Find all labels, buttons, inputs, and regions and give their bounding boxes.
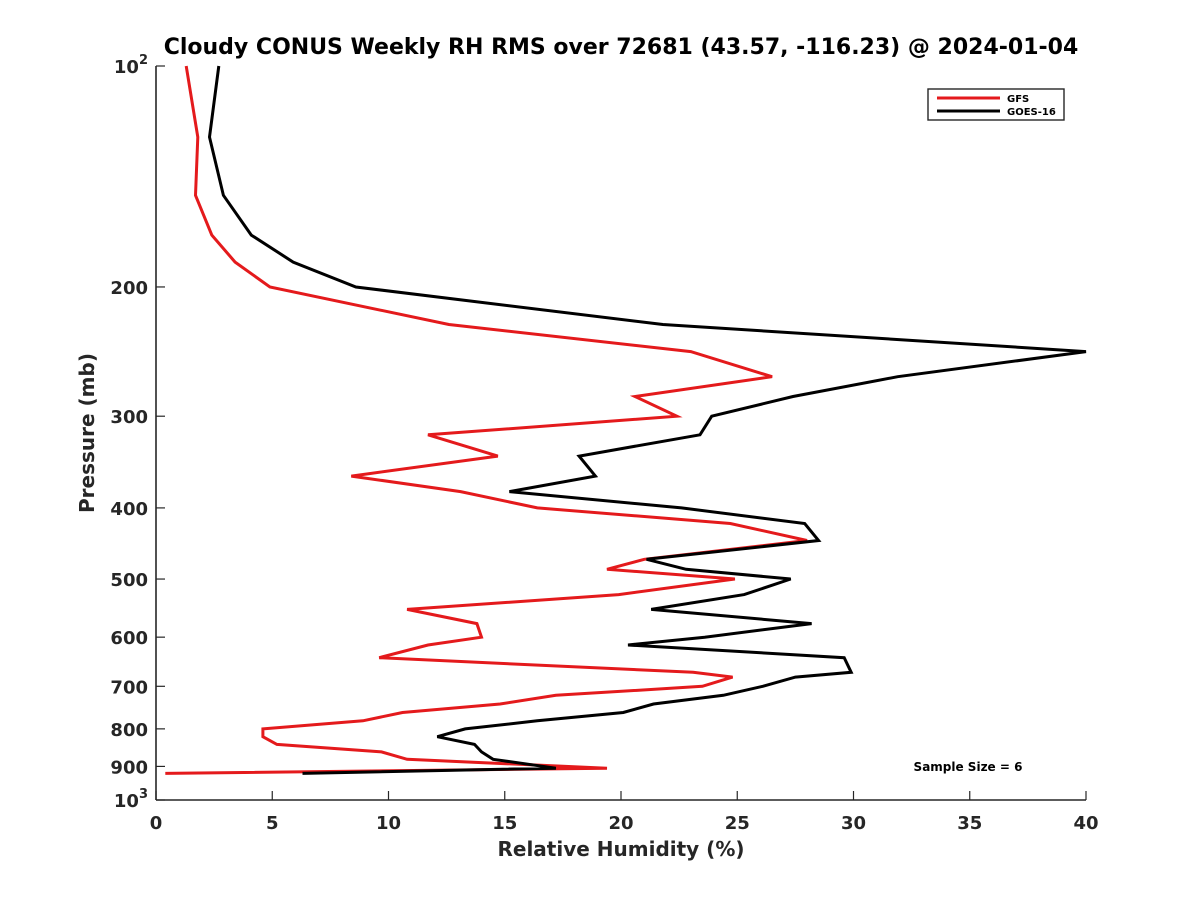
x-tick-label: 20 bbox=[608, 813, 633, 834]
x-tick-label: 5 bbox=[266, 813, 279, 834]
legend-label-gfs: GFS bbox=[1007, 94, 1029, 105]
x-tick-label: 35 bbox=[957, 813, 982, 834]
x-tick-label: 40 bbox=[1073, 813, 1098, 834]
y-tick-label: 400 bbox=[110, 499, 148, 520]
x-axis-label: Relative Humidity (%) bbox=[497, 837, 744, 861]
y-tick-label: 300 bbox=[110, 407, 148, 428]
y-tick-label: 600 bbox=[110, 628, 148, 649]
series-line-goes-16 bbox=[207, 65, 1087, 775]
y-axis: 200 300 400 500 600 700 800 900 102 103 bbox=[110, 53, 165, 812]
chart-title: Cloudy CONUS Weekly RH RMS over 72681 (4… bbox=[164, 35, 1079, 60]
series-lines bbox=[165, 65, 1087, 775]
y-decade-tick-label: 102 bbox=[114, 53, 148, 78]
y-tick-label: 500 bbox=[110, 570, 148, 591]
series-line-gfs bbox=[165, 65, 808, 775]
x-tick-label: 30 bbox=[841, 813, 866, 834]
legend: GFS GOES-16 bbox=[927, 88, 1065, 121]
y-axis-label: Pressure (mb) bbox=[75, 353, 99, 513]
y-decade-tick-label: 103 bbox=[114, 787, 148, 812]
y-tick-label: 700 bbox=[110, 677, 148, 698]
y-tick-label: 200 bbox=[110, 278, 148, 299]
legend-label-goes-16: GOES-16 bbox=[1007, 107, 1056, 118]
legend-box bbox=[927, 88, 1065, 121]
sample-size-annotation: Sample Size = 6 bbox=[914, 760, 1023, 774]
x-tick-label: 0 bbox=[150, 813, 163, 834]
x-tick-label: 25 bbox=[725, 813, 750, 834]
y-tick-label: 800 bbox=[110, 720, 148, 741]
y-tick-label: 900 bbox=[110, 757, 148, 778]
x-axis: 0 5 10 15 20 25 30 35 40 bbox=[150, 791, 1099, 834]
x-tick-label: 10 bbox=[376, 813, 401, 834]
x-tick-label: 15 bbox=[492, 813, 517, 834]
